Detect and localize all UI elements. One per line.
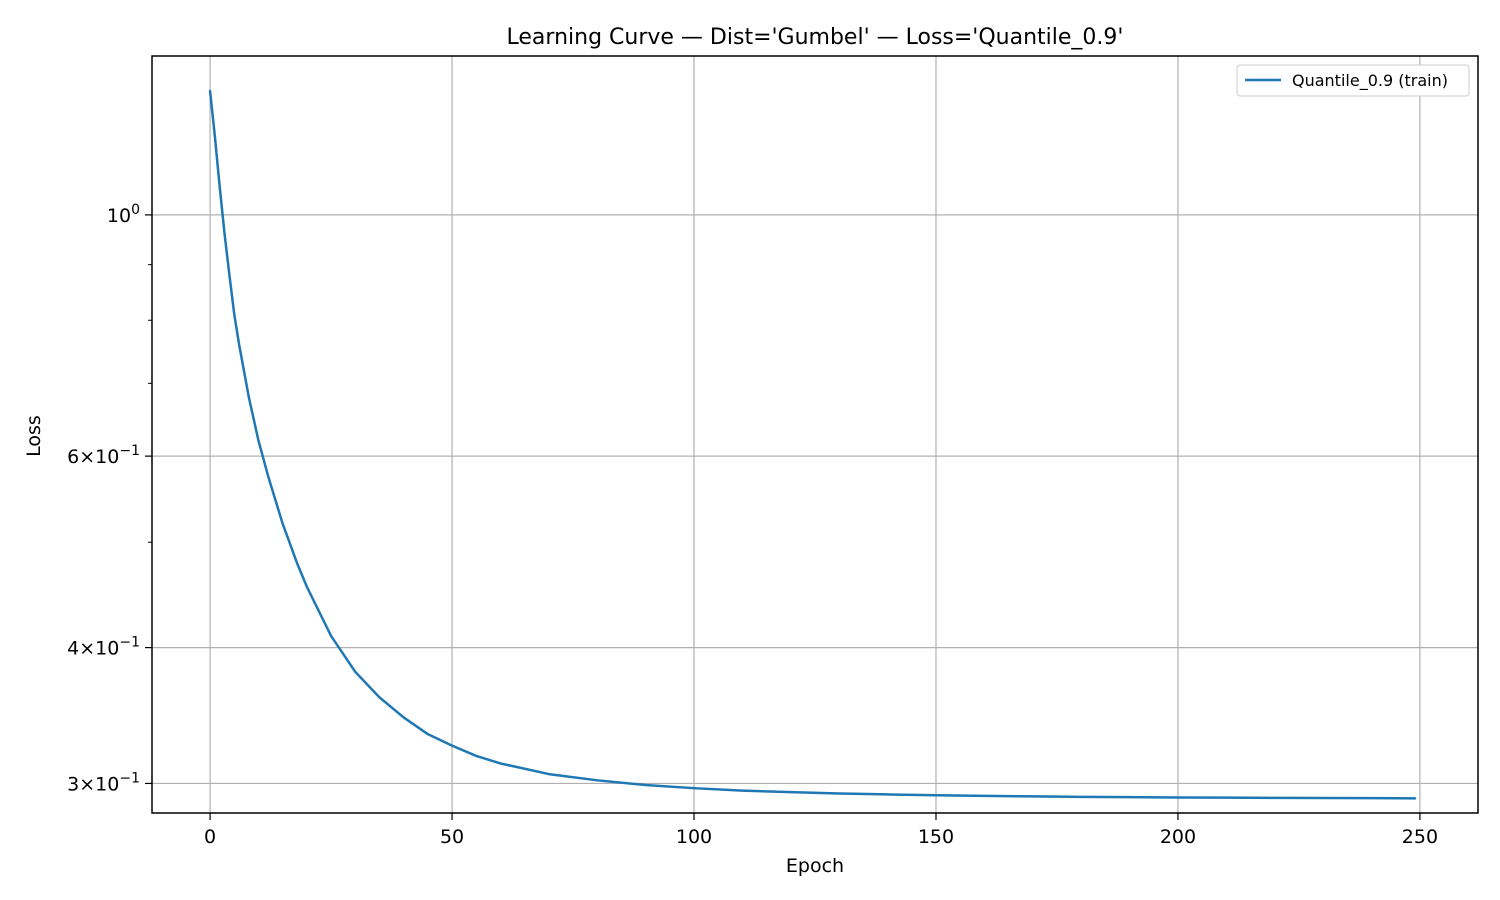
y-axis-label: Loss: [23, 415, 45, 457]
legend: Quantile_0.9 (train): [1236, 64, 1470, 97]
plot-frame: [151, 55, 1479, 814]
y-tick-label: 100: [107, 202, 140, 227]
x-tick-label: 50: [440, 826, 464, 848]
series-line-quantile-0-9-train: [208, 89, 1417, 800]
y-tick-label: 4×10−1: [67, 635, 140, 660]
grid-lines: [152, 56, 1478, 813]
x-axis-label: Epoch: [786, 855, 844, 877]
chart-title: Learning Curve — Dist='Gumbel' — Loss='Q…: [507, 25, 1124, 50]
x-tick-label: 100: [676, 826, 712, 848]
x-tick-label: 200: [1160, 826, 1196, 848]
x-tick-label: 250: [1402, 826, 1438, 848]
y-tick-label: 6×10−1: [67, 443, 140, 468]
x-tick-label: 150: [918, 826, 954, 848]
y-tick-label: 3×10−1: [67, 770, 140, 795]
series-layer: [208, 89, 1417, 800]
legend-box: [1236, 64, 1470, 97]
legend-entry-label: Quantile_0.9 (train): [1292, 71, 1448, 91]
x-tick-label: 0: [204, 826, 216, 848]
axis-ticks: 0 50 100 150 200 250 100 6×10−1 4×10−1 3×10−1: [67, 202, 1438, 848]
